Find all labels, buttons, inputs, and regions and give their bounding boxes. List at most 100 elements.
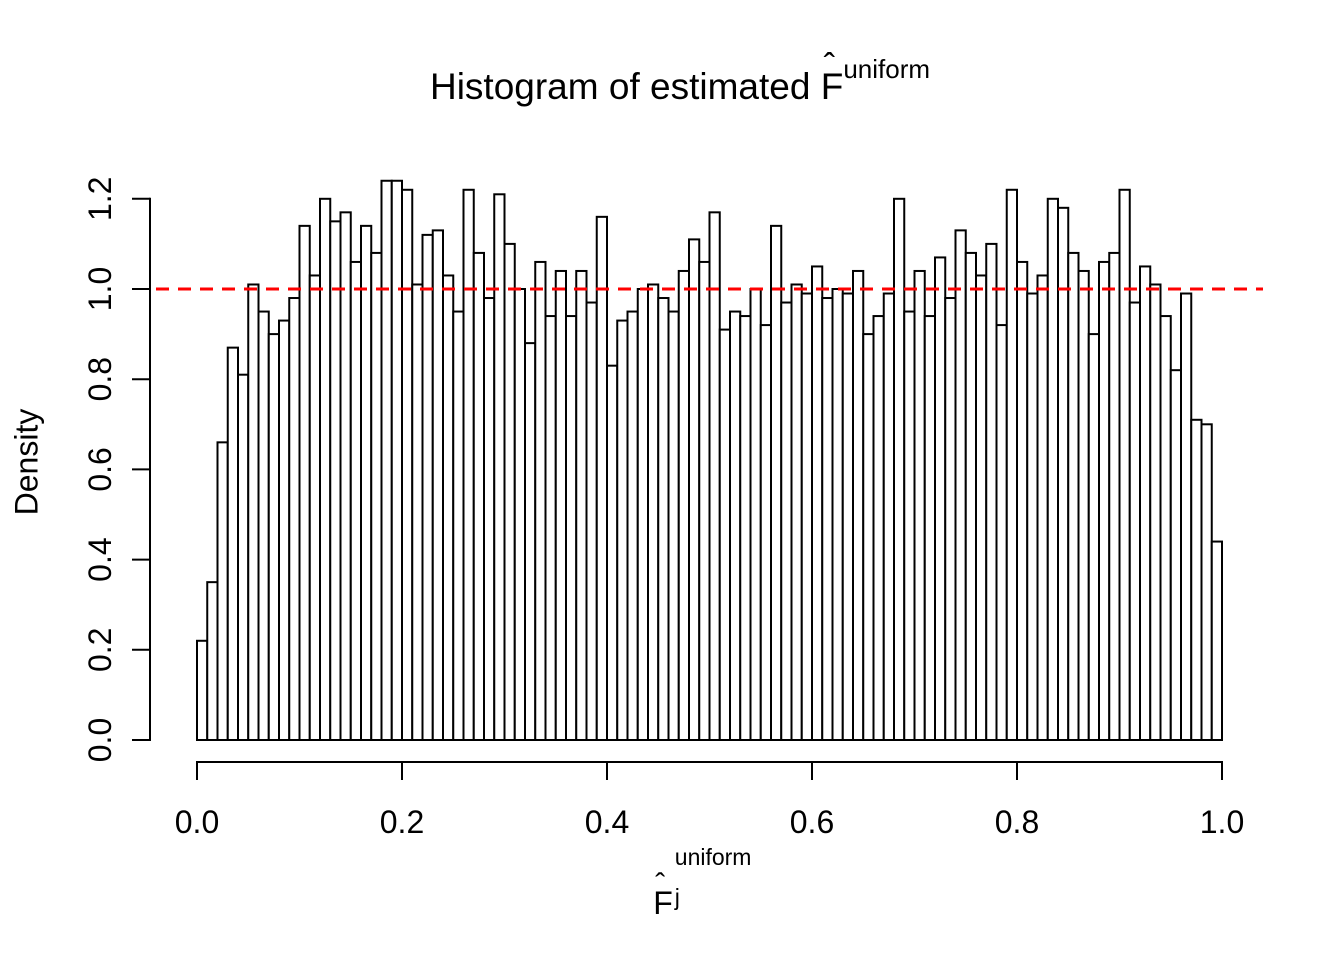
y-tick-label: 0.2 <box>82 628 118 672</box>
histogram-bar <box>821 297 834 741</box>
histogram-bar <box>852 269 865 741</box>
histogram-bar <box>534 260 547 741</box>
histogram-bar <box>257 310 270 741</box>
histogram-bar <box>1200 423 1213 741</box>
histogram-bar <box>606 364 619 741</box>
histogram-bar <box>903 310 916 741</box>
histogram-bar <box>1108 251 1121 741</box>
f-letter: F <box>820 66 844 107</box>
histogram-bar <box>790 283 803 741</box>
histogram-bar <box>1149 283 1162 741</box>
x-tick-label: 0.6 <box>790 804 834 840</box>
histogram-bar <box>872 315 885 741</box>
histogram-bar <box>708 211 721 741</box>
histogram-bar <box>698 260 711 741</box>
y-tick-label: 0.6 <box>82 447 118 491</box>
histogram-bar <box>882 292 895 741</box>
x-tick-label: 0.0 <box>175 804 219 840</box>
y-tick-label: 0.4 <box>82 537 118 581</box>
histogram-bar <box>811 265 824 741</box>
histogram-bar <box>472 251 485 741</box>
histogram-bar <box>1098 260 1111 741</box>
histogram-bar <box>288 297 301 741</box>
histogram-bar <box>308 274 321 741</box>
histogram-bar <box>524 342 537 741</box>
histogram-bar <box>1016 260 1029 741</box>
histogram-bar <box>1077 269 1090 741</box>
histogram-bar <box>1026 292 1039 741</box>
histogram-bar <box>493 193 506 742</box>
histogram-bar <box>319 197 332 742</box>
histogram-bar <box>841 292 854 741</box>
histogram-bar <box>729 310 742 741</box>
histogram-bar <box>893 197 906 742</box>
histogram-bar <box>1210 540 1223 741</box>
histogram-bar <box>1067 251 1080 741</box>
histogram-bar <box>1190 418 1203 741</box>
histogram-bar <box>411 283 424 741</box>
histogram-bar <box>657 297 670 741</box>
histogram-bar <box>216 441 229 741</box>
histogram-bar <box>667 310 680 741</box>
histogram-bar <box>923 315 936 741</box>
histogram-bar <box>1118 188 1131 741</box>
x-label-scripts: uniform j <box>673 844 765 914</box>
histogram-bar <box>1139 265 1152 741</box>
histogram-bar <box>1180 292 1193 741</box>
histogram-bar <box>565 315 578 741</box>
histogram-bar <box>688 238 701 741</box>
histogram-bar <box>1169 369 1182 741</box>
histogram-bar <box>964 251 977 741</box>
histogram-bar <box>1087 333 1100 741</box>
histogram-bar <box>831 288 844 741</box>
histogram-bar <box>1036 274 1049 741</box>
histogram-bar <box>442 274 455 741</box>
histogram-bar <box>718 328 731 741</box>
histogram-bar <box>380 179 393 741</box>
histogram-bar <box>431 229 444 741</box>
histogram-bar <box>934 256 947 741</box>
histogram-bar <box>267 333 280 741</box>
x-tick-label: 0.4 <box>585 804 629 840</box>
chart-title-text: Histogram of estimated <box>429 66 821 107</box>
x-label-subscript: j <box>674 884 680 910</box>
histogram-bar <box>975 274 988 741</box>
histogram-bar <box>647 283 660 741</box>
histogram-bar <box>1128 301 1141 741</box>
histogram-bar <box>226 346 239 741</box>
histogram-bar <box>995 324 1008 741</box>
histogram-bar <box>1005 188 1018 741</box>
histogram-bar <box>349 260 362 741</box>
histogram-bar <box>585 301 598 741</box>
histogram-bar <box>749 288 762 741</box>
histogram-bar <box>862 333 875 741</box>
x-label-superscript: uniform <box>674 844 752 870</box>
histogram-bar <box>770 224 783 742</box>
x-tick-label: 0.8 <box>995 804 1039 840</box>
histogram-bar <box>985 242 998 741</box>
histogram-bar <box>616 319 629 741</box>
histogram-bar <box>247 283 260 741</box>
histogram-bar <box>196 639 209 742</box>
histogram-bar <box>339 211 352 741</box>
histogram-bar <box>626 310 639 741</box>
hat-accent: ˆ <box>823 47 836 85</box>
y-tick-label: 1.0 <box>82 267 118 311</box>
f-letter-x: F <box>653 885 673 921</box>
histogram-bar <box>780 301 793 741</box>
histogram-bar <box>513 288 526 741</box>
chart-title-superscript: uniform <box>843 54 931 84</box>
histogram-bar <box>421 233 434 741</box>
histogram-bar <box>636 288 649 741</box>
histogram-bar <box>800 292 813 741</box>
histogram-bar <box>677 269 690 741</box>
histogram-bar <box>595 215 608 741</box>
chart-title: Histogram of estimated ˆ Funiform <box>429 49 930 108</box>
histogram-bar <box>452 310 465 741</box>
histogram-bar <box>1159 315 1172 741</box>
y-tick-label: 1.2 <box>82 177 118 221</box>
